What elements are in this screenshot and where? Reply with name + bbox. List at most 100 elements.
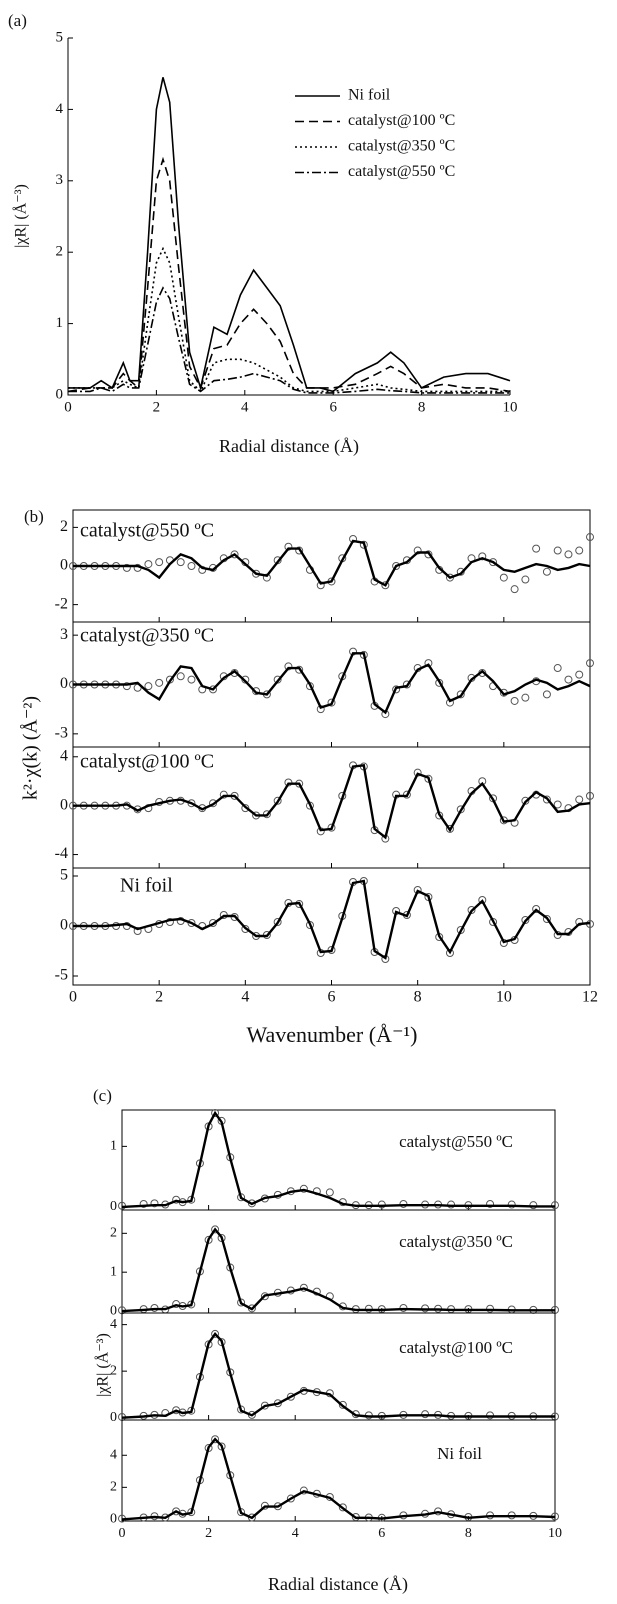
y-tick-label: -3 [55, 725, 68, 742]
data-point [424, 550, 433, 559]
data-point [295, 665, 304, 674]
data-point [399, 1303, 408, 1312]
panel-label: (c) [93, 1086, 112, 1105]
data-point [489, 558, 498, 567]
data-point [273, 675, 282, 684]
data-point [211, 1435, 220, 1444]
data-point [553, 664, 562, 673]
data-point [586, 791, 594, 800]
fit-line [73, 763, 591, 840]
y-tick-label: 0 [60, 917, 68, 934]
x-axis-label: Radial distance (Å) [219, 436, 359, 457]
data-point [486, 1199, 495, 1208]
y-tick-label: 4 [60, 747, 68, 764]
data-point [510, 696, 519, 705]
panel-frame [121, 1312, 556, 1421]
x-tick-label: 8 [465, 1526, 472, 1541]
data-point [392, 685, 401, 694]
data-point [359, 540, 368, 549]
fit-line [73, 539, 591, 587]
data-point [273, 918, 282, 926]
y-tick-label: 2 [56, 244, 64, 260]
data-point [510, 585, 519, 594]
x-tick-label: 6 [329, 399, 337, 415]
data-point [122, 682, 131, 691]
line [68, 246, 510, 393]
y-tick-label: 2 [110, 1480, 117, 1495]
data-point [551, 1201, 559, 1210]
y-tick-label: 0 [110, 1512, 117, 1527]
line [68, 77, 511, 393]
y-tick-label: 0 [56, 386, 64, 402]
data-point [521, 575, 530, 584]
y-axis-label: |χR| (Å⁻³) [12, 184, 30, 248]
y-tick-label: 0 [60, 796, 68, 813]
data-point [176, 672, 185, 681]
data-point [211, 1329, 220, 1338]
data-point [456, 690, 465, 699]
y-tick-label: 0 [110, 1410, 117, 1425]
y-tick-label: 0 [110, 1199, 117, 1214]
panel-name: catalyst@100 ºC [399, 1338, 513, 1357]
panel-label: (a) [8, 11, 27, 30]
data-point [564, 675, 573, 684]
fit-line [73, 879, 591, 960]
y-tick-label: 2 [60, 518, 68, 535]
panel-name: Ni foil [437, 1444, 482, 1463]
x-tick-label: 6 [378, 1526, 385, 1541]
x-tick-label: 10 [503, 399, 518, 415]
panel-label: (b) [24, 507, 44, 526]
data-point [286, 1392, 295, 1401]
data-point [338, 1503, 347, 1512]
x-tick-label: 2 [155, 989, 163, 1006]
data-point [586, 659, 594, 668]
legend-label: Ni foil [348, 87, 391, 104]
data-point [499, 573, 508, 582]
data-point [155, 678, 164, 687]
y-tick-label: 0 [110, 1303, 117, 1318]
data-point [456, 567, 465, 576]
fit-line [121, 1437, 556, 1521]
y-tick-label: 4 [110, 1447, 117, 1462]
data-point [542, 567, 551, 576]
data-point [187, 675, 196, 684]
data-point [553, 800, 562, 809]
data-point [542, 795, 551, 804]
x-tick-label: 0 [119, 1526, 126, 1541]
data-point [299, 1486, 308, 1495]
line [68, 286, 510, 394]
data-point [402, 680, 411, 689]
data-point [478, 552, 487, 561]
data-point [252, 687, 261, 696]
y-tick-label: 4 [56, 101, 64, 117]
data-point [553, 546, 562, 555]
data-point [381, 581, 390, 590]
panel-frame [121, 1209, 556, 1314]
panel-name: catalyst@350 ºC [80, 625, 214, 647]
x-axis-label: Radial distance (Å) [268, 1574, 408, 1595]
x-tick-label: 8 [414, 989, 422, 1006]
data-point [241, 925, 250, 933]
y-axis-label: |χR| (Å⁻³) [94, 1333, 112, 1397]
data-point [327, 698, 336, 707]
panel-name: catalyst@100 ºC [80, 751, 214, 773]
data-point [434, 1507, 443, 1516]
fit-line [121, 1110, 555, 1209]
data-point [532, 905, 541, 913]
panel-frame [121, 1419, 556, 1522]
fit-line [73, 652, 591, 715]
data-point [211, 1109, 220, 1118]
axis-frame [67, 38, 510, 396]
data-point [424, 774, 433, 783]
data-point [155, 558, 164, 567]
data-point [575, 546, 584, 555]
legend-label: catalyst@100 ºC [348, 112, 455, 129]
y-tick-label: 1 [110, 1139, 117, 1154]
x-tick-label: 10 [548, 1526, 562, 1541]
x-tick-label: 12 [582, 989, 598, 1006]
y-tick-label: -4 [55, 845, 68, 862]
fit-line [121, 1331, 555, 1419]
fit-line [121, 1227, 555, 1313]
panel-frame [121, 1109, 556, 1211]
